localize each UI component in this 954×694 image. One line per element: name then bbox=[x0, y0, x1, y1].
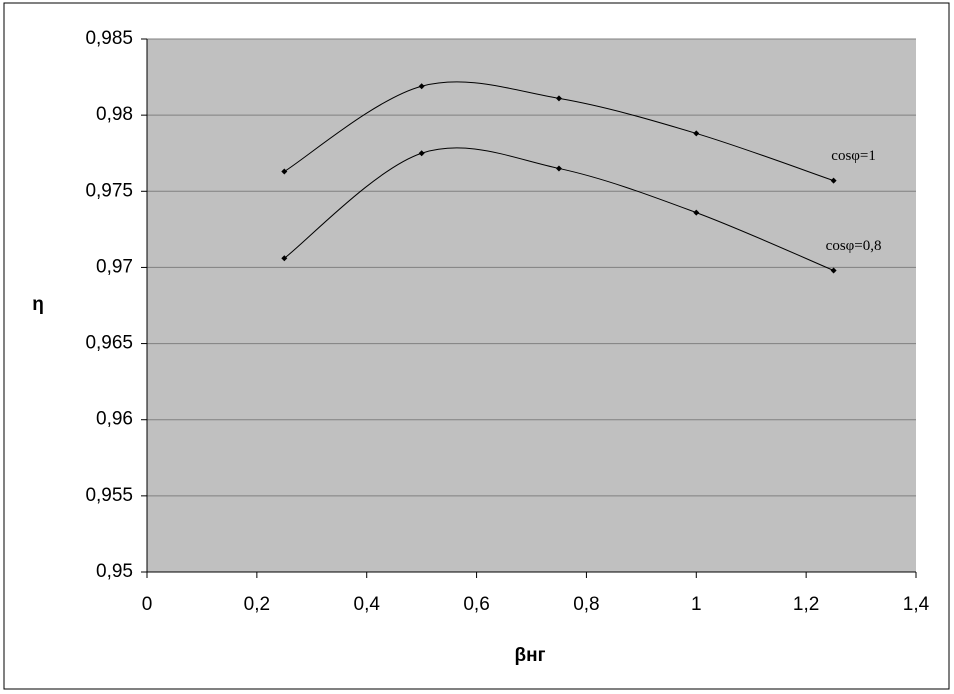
data-point bbox=[418, 83, 425, 90]
data-point bbox=[693, 130, 700, 137]
series-label: cosφ=0,8 bbox=[826, 238, 882, 254]
y-tick-label: 0,965 bbox=[85, 333, 133, 354]
data-point bbox=[555, 95, 562, 102]
y-tick-label: 0,95 bbox=[96, 561, 133, 582]
x-tick-label: 1 bbox=[691, 594, 702, 615]
x-tick-label: 1,4 bbox=[903, 594, 930, 615]
y-axis-label: η bbox=[32, 294, 44, 315]
data-point bbox=[418, 150, 425, 157]
data-point bbox=[281, 255, 288, 262]
x-tick-label: 0,6 bbox=[463, 594, 489, 615]
data-point bbox=[830, 267, 837, 274]
data-point bbox=[281, 168, 288, 175]
y-tick-label: 0,96 bbox=[96, 409, 133, 430]
x-tick-label: 0,2 bbox=[244, 594, 270, 615]
series-label: cosφ=1 bbox=[831, 148, 876, 164]
data-point bbox=[693, 209, 700, 216]
data-point bbox=[555, 165, 562, 172]
y-tick-label: 0,97 bbox=[96, 256, 133, 277]
plot-area bbox=[147, 39, 916, 572]
x-tick-label: 0 bbox=[142, 594, 153, 615]
y-tick-label: 0,985 bbox=[85, 28, 133, 49]
x-tick-label: 0,4 bbox=[354, 594, 381, 615]
data-point bbox=[830, 177, 837, 184]
x-axis-label: βнг bbox=[515, 645, 546, 666]
y-tick-label: 0,98 bbox=[96, 104, 133, 125]
y-tick-label: 0,975 bbox=[85, 180, 133, 201]
x-tick-label: 1,2 bbox=[793, 594, 819, 615]
y-tick-label: 0,955 bbox=[85, 485, 133, 506]
x-tick-label: 0,8 bbox=[573, 594, 599, 615]
